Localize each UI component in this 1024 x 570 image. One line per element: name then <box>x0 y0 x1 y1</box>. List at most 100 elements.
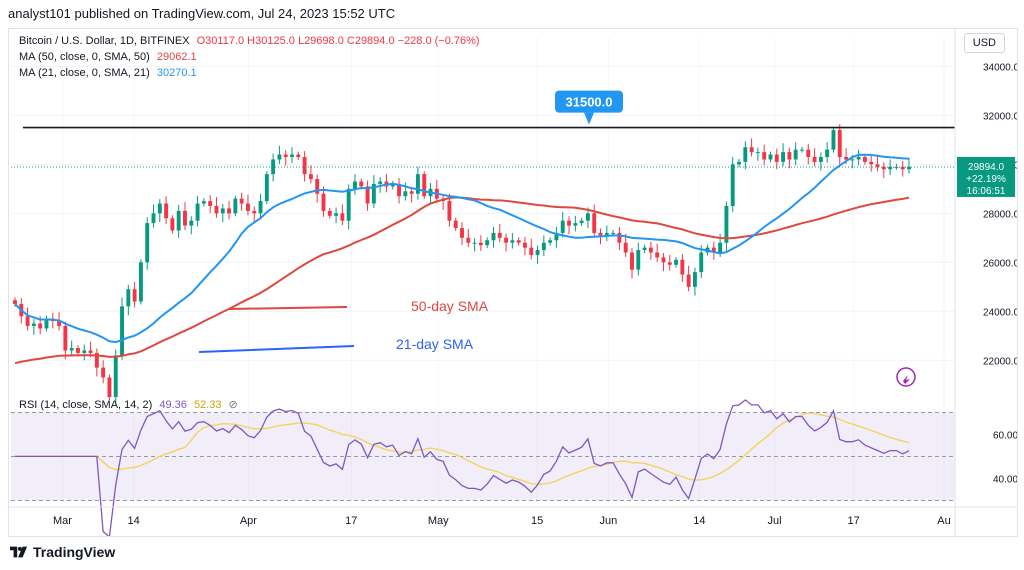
candle-body <box>567 220 571 226</box>
candle-body <box>214 205 219 214</box>
candle-body <box>447 201 452 221</box>
candle-body <box>472 242 477 244</box>
candle-body <box>762 152 767 160</box>
candle-body <box>371 183 376 204</box>
price-tick-label: 32000.0 <box>983 111 1017 122</box>
candle-body <box>277 154 282 160</box>
annotation-ma21-label: 21-day SMA <box>396 336 474 352</box>
candle-body <box>107 377 112 397</box>
candle-body <box>831 130 836 150</box>
bar-countdown: 16:06:51 <box>967 186 1006 197</box>
annotation-ma50-line <box>228 306 348 310</box>
candle-body <box>825 149 830 157</box>
candle-body <box>856 157 861 160</box>
tradingview-logo-icon <box>10 546 28 558</box>
candle-body <box>535 250 540 255</box>
candle-body <box>888 166 893 170</box>
candle-body <box>718 242 723 253</box>
candle-body <box>258 201 263 214</box>
candle-body <box>57 321 62 326</box>
candle-body <box>245 203 250 211</box>
candle-body <box>126 289 131 307</box>
candle-body <box>692 272 697 287</box>
candle-body <box>774 154 779 162</box>
rsi-ma-value: 52.33 <box>193 399 222 411</box>
candle-body <box>170 218 175 231</box>
candle-body <box>69 348 74 351</box>
resistance-label: 31500.0 <box>566 95 613 110</box>
candle-body <box>422 174 427 197</box>
candle-body <box>900 166 905 170</box>
candle-body <box>648 247 653 253</box>
candle-body <box>516 240 521 243</box>
time-tick-label: 15 <box>531 515 543 527</box>
candle-body <box>63 325 68 351</box>
candle-body <box>875 164 880 167</box>
candle-body <box>151 213 156 224</box>
ma21-value: 30270.1 <box>156 67 197 79</box>
rsi-value: 49.36 <box>159 399 187 411</box>
candle-body <box>101 367 106 378</box>
time-tick-label: 14 <box>693 515 705 527</box>
resistance-label-box <box>555 90 623 113</box>
rsi-line <box>15 399 910 536</box>
time-tick-label: Au <box>937 515 950 527</box>
candle-body <box>642 247 647 251</box>
candle-body <box>491 232 496 241</box>
candle-body <box>869 161 874 165</box>
candle-body <box>340 213 345 221</box>
candle-body <box>800 149 804 151</box>
rsi-tick-label: 60.00 <box>993 430 1017 441</box>
candle-body <box>359 181 364 187</box>
candle-body <box>227 208 232 214</box>
candle-body <box>239 198 244 204</box>
candle-body <box>592 213 597 233</box>
candle-body <box>787 152 792 160</box>
candle-body <box>781 152 786 162</box>
candle-body <box>724 205 729 243</box>
candle-body <box>793 149 798 160</box>
tradingview-brand[interactable]: TradingView <box>10 544 115 560</box>
candle-body <box>390 183 395 187</box>
candle-body <box>768 154 773 160</box>
ma50-value: 29062.1 <box>156 51 197 63</box>
candle-body <box>560 220 565 233</box>
candle-body <box>667 262 672 265</box>
candle-body <box>837 130 842 157</box>
candle-body <box>296 154 301 157</box>
price-tick-label: 22000.0 <box>983 356 1017 367</box>
chart-canvas[interactable]: 31500.0 34000.032000.030000.028000.02600… <box>9 29 1017 536</box>
candle-body <box>850 159 855 161</box>
time-tick-label: May <box>428 515 449 527</box>
rsi-lines <box>15 399 910 536</box>
time-tick-label: Apr <box>240 515 257 527</box>
legend-rsi-row: RSI (14, close, SMA, 14, 2) 49.36 52.33 … <box>19 398 238 411</box>
time-tick-label: 17 <box>847 515 859 527</box>
candle-body <box>13 300 17 304</box>
candle-body <box>283 154 288 157</box>
chart-frame[interactable]: 31500.0 34000.032000.030000.028000.02600… <box>8 28 1018 537</box>
rsi-label: RSI (14, close, SMA, 14, 2) <box>19 399 153 411</box>
candle-body <box>157 203 162 214</box>
hide-icon[interactable]: ⊘ <box>228 399 238 411</box>
moving-averages <box>14 153 910 365</box>
price-tick-label: 28000.0 <box>983 209 1017 220</box>
legend-ma21-row: MA (21, close, 0, SMA, 21) 30270.1 <box>19 67 197 79</box>
legend-symbol-row: Bitcoin / U.S. Dollar, 1D, BITFINEX O301… <box>19 35 480 47</box>
candle-body <box>655 252 660 258</box>
ohlc-values: O30117.0 H30125.0 L29698.0 C29894.0 −228… <box>196 35 480 47</box>
rsi-ma-line <box>15 412 910 486</box>
candle-body <box>321 193 326 211</box>
candle-body <box>220 208 225 214</box>
candle-body <box>907 166 911 170</box>
candle-body <box>353 181 357 189</box>
replay-icon <box>896 367 916 387</box>
candle-body <box>510 240 515 243</box>
currency-button[interactable]: USD <box>963 33 1005 53</box>
candle-body <box>478 242 483 246</box>
candle-body <box>38 323 43 329</box>
candle-body <box>334 213 339 216</box>
legend-ma50-row: MA (50, close, 0, SMA, 50) 29062.1 <box>19 51 197 63</box>
candle-body <box>365 186 370 204</box>
symbol-name: Bitcoin / U.S. Dollar, 1D, BITFINEX <box>19 35 190 47</box>
